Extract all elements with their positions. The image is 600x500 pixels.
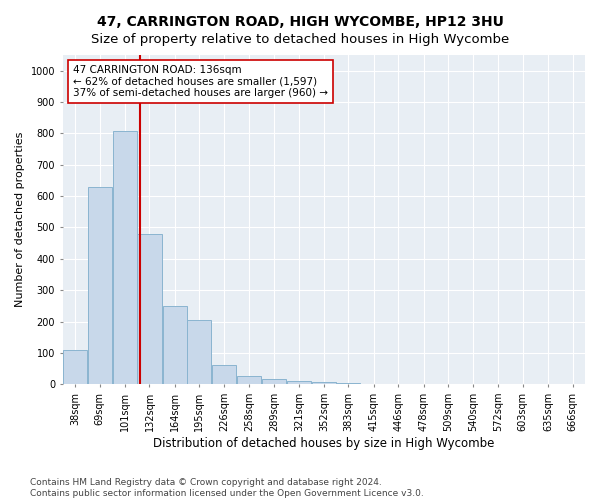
Text: Size of property relative to detached houses in High Wycombe: Size of property relative to detached ho… xyxy=(91,32,509,46)
Bar xyxy=(63,350,87,384)
Text: 47 CARRINGTON ROAD: 136sqm
← 62% of detached houses are smaller (1,597)
37% of s: 47 CARRINGTON ROAD: 136sqm ← 62% of deta… xyxy=(73,65,328,98)
Y-axis label: Number of detached properties: Number of detached properties xyxy=(15,132,25,308)
Bar xyxy=(287,380,311,384)
Bar xyxy=(312,382,336,384)
Bar xyxy=(238,376,262,384)
Text: 47, CARRINGTON ROAD, HIGH WYCOMBE, HP12 3HU: 47, CARRINGTON ROAD, HIGH WYCOMBE, HP12 … xyxy=(97,15,503,29)
Bar xyxy=(113,131,137,384)
Bar xyxy=(212,366,236,384)
Bar xyxy=(337,383,361,384)
X-axis label: Distribution of detached houses by size in High Wycombe: Distribution of detached houses by size … xyxy=(153,437,494,450)
Bar xyxy=(137,234,161,384)
Bar xyxy=(163,306,187,384)
Bar xyxy=(88,186,112,384)
Bar xyxy=(187,320,211,384)
Bar xyxy=(262,378,286,384)
Text: Contains HM Land Registry data © Crown copyright and database right 2024.
Contai: Contains HM Land Registry data © Crown c… xyxy=(30,478,424,498)
